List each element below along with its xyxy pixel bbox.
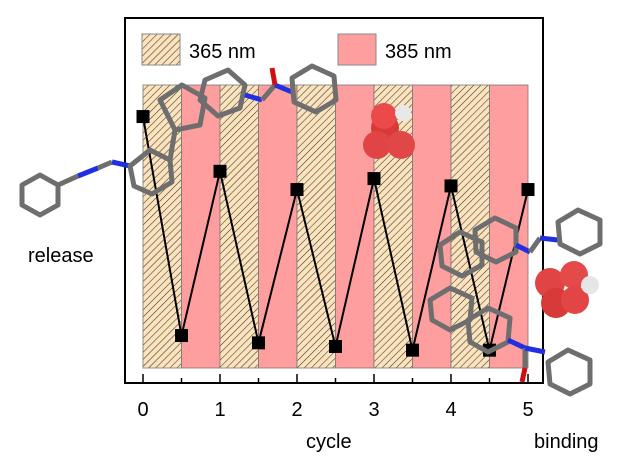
band-1: [181, 84, 221, 369]
annotation-binding: binding: [534, 431, 599, 453]
series-segment: [219, 171, 260, 344]
data-point: [175, 329, 188, 343]
series-segment: [296, 189, 337, 347]
band-3: [258, 84, 298, 369]
phosphate-icon-top: [363, 103, 415, 159]
x-tick-label: 3: [368, 399, 379, 421]
series-segment: [488, 189, 529, 351]
plot-frame: [124, 17, 544, 384]
legend-label-365: 365 nm: [189, 41, 256, 63]
x-tick-label: 2: [291, 399, 302, 421]
legend-swatch-365: [141, 33, 181, 66]
data-point: [444, 179, 458, 193]
x-axis-label: cycle: [306, 431, 352, 453]
x-ticks: 0 1 2 3 4 5: [137, 374, 534, 421]
annotation-release: release: [28, 245, 94, 267]
series-segment: [257, 189, 298, 344]
phosphate-icon-binding: [535, 261, 599, 318]
molecule-binding-icon: [427, 207, 603, 397]
x-tick-label: 5: [522, 399, 533, 421]
band-2: [219, 84, 259, 369]
data-point: [406, 343, 419, 357]
series-segment: [373, 178, 414, 351]
data-point: [290, 183, 304, 197]
x-tick-label: 0: [137, 399, 148, 421]
series-segment: [411, 185, 452, 351]
series-segment: [450, 185, 491, 351]
data-point: [136, 110, 150, 124]
data-point: [252, 336, 265, 350]
data-point: [367, 172, 381, 186]
data-point: [521, 183, 535, 197]
series-segment: [180, 171, 221, 336]
data-point: [213, 164, 227, 178]
series-segment: [334, 178, 375, 347]
x-tick-label: 4: [445, 399, 456, 421]
data-point: [329, 340, 342, 353]
legend-label-385: 385 nm: [385, 41, 452, 63]
legend-swatch-385: [337, 33, 377, 66]
molecule-release-icon: [19, 63, 339, 218]
x-tick-label: 1: [214, 399, 225, 421]
